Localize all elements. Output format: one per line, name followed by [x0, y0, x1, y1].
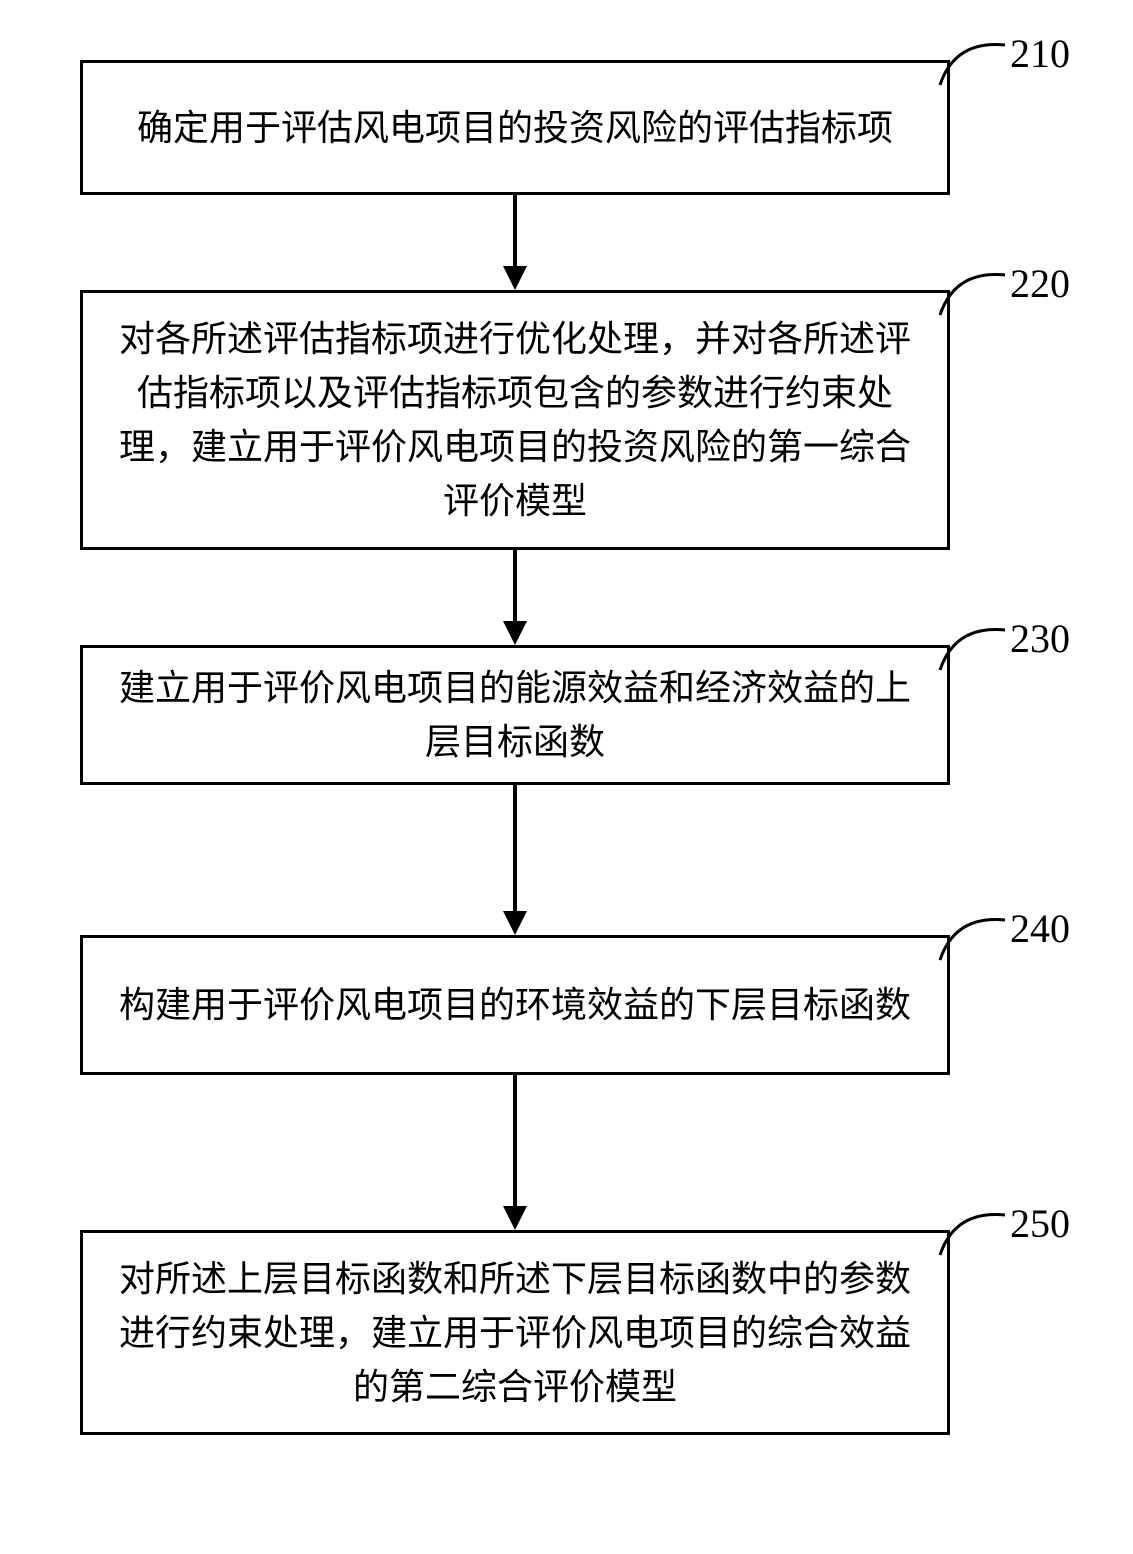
flowchart-node-240: 构建用于评价风电项目的环境效益的下层目标函数: [80, 935, 950, 1075]
label-curve: [935, 1200, 1015, 1260]
label-curve: [935, 260, 1015, 320]
node-text: 构建用于评价风电项目的环境效益的下层目标函数: [119, 978, 911, 1032]
node-text: 对所述上层目标函数和所述下层目标函数中的参数进行约束处理，建立用于评价风电项目的…: [113, 1252, 917, 1414]
label-curve: [935, 615, 1015, 675]
node-label-220: 220: [1010, 260, 1070, 307]
node-label-210: 210: [1010, 30, 1070, 77]
arrow-line: [513, 195, 517, 266]
flowchart-node-230: 建立用于评价风电项目的能源效益和经济效益的上层目标函数: [80, 645, 950, 785]
flowchart-node-210: 确定用于评估风电项目的投资风险的评估指标项: [80, 60, 950, 195]
arrow-line: [513, 1075, 517, 1206]
arrow-head: [503, 621, 527, 645]
arrow-head: [503, 1206, 527, 1230]
node-label-230: 230: [1010, 615, 1070, 662]
arrow-line: [513, 550, 517, 621]
node-label-240: 240: [1010, 905, 1070, 952]
arrow-head: [503, 266, 527, 290]
node-label-250: 250: [1010, 1200, 1070, 1247]
node-text: 确定用于评估风电项目的投资风险的评估指标项: [137, 101, 893, 155]
flowchart-container: 确定用于评估风电项目的投资风险的评估指标项 210 对各所述评估指标项进行优化处…: [0, 0, 1133, 1554]
arrow-head: [503, 911, 527, 935]
label-curve: [935, 30, 1015, 90]
flowchart-node-250: 对所述上层目标函数和所述下层目标函数中的参数进行约束处理，建立用于评价风电项目的…: [80, 1230, 950, 1435]
node-text: 建立用于评价风电项目的能源效益和经济效益的上层目标函数: [113, 661, 917, 769]
label-curve: [935, 905, 1015, 965]
arrow-line: [513, 785, 517, 911]
flowchart-node-220: 对各所述评估指标项进行优化处理，并对各所述评估指标项以及评估指标项包含的参数进行…: [80, 290, 950, 550]
node-text: 对各所述评估指标项进行优化处理，并对各所述评估指标项以及评估指标项包含的参数进行…: [113, 312, 917, 528]
